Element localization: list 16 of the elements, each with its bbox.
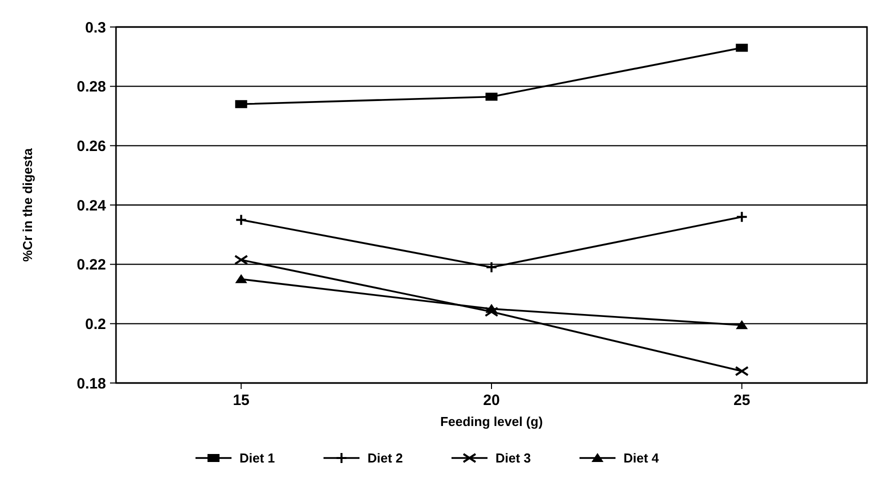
x-tick-label: 25 xyxy=(733,392,750,409)
y-tick-label: 0.22 xyxy=(76,256,106,274)
legend-label: Diet 1 xyxy=(240,450,275,466)
legend-label: Diet 3 xyxy=(496,450,531,466)
x-tick-label: 15 xyxy=(232,392,250,409)
y-tick-label: 0.3 xyxy=(85,19,106,36)
legend-label: Diet 2 xyxy=(368,450,403,466)
y-axis-title: %Cr in the digesta xyxy=(20,148,35,262)
y-tick-label: 0.24 xyxy=(76,197,107,214)
y-tick-label: 0.18 xyxy=(76,375,106,392)
x-tick-label: 20 xyxy=(483,392,500,409)
legend-label: Diet 4 xyxy=(624,450,660,466)
y-tick-label: 0.2 xyxy=(85,316,106,333)
y-tick-label: 0.28 xyxy=(76,78,106,96)
y-tick-label: 0.26 xyxy=(76,138,106,155)
x-axis-title: Feeding level (g) xyxy=(440,414,543,429)
